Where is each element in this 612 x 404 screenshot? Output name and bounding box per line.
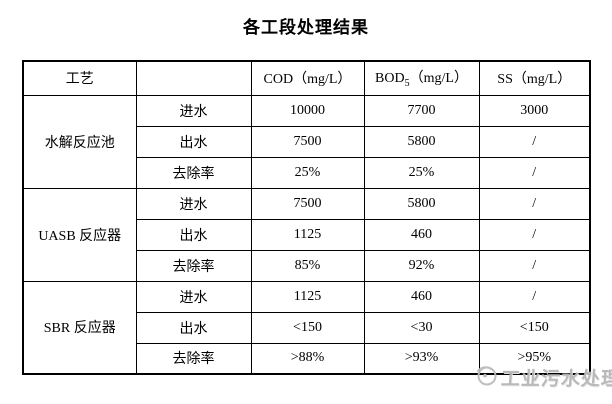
cell-cod: <150 bbox=[250, 311, 365, 344]
col-header-cod: COD（mg/L） bbox=[250, 60, 365, 96]
cell-ss: / bbox=[478, 125, 591, 158]
row-label: 出水 bbox=[135, 125, 252, 158]
row-label: 进水 bbox=[135, 280, 252, 313]
cell-ss: 3000 bbox=[478, 94, 591, 127]
col-header-ss: SS（mg/L） bbox=[478, 60, 591, 96]
bod-label-subscript: 5 bbox=[404, 78, 410, 90]
group-name-hydrolysis: 水解反应池 bbox=[22, 94, 137, 189]
cell-bod: 92% bbox=[363, 249, 480, 282]
cell-cod: 1125 bbox=[250, 280, 365, 313]
cell-cod: 25% bbox=[250, 156, 365, 189]
cell-bod: 7700 bbox=[363, 94, 480, 127]
cell-bod: 460 bbox=[363, 280, 480, 313]
cell-cod: >88% bbox=[250, 342, 365, 375]
bod-label-unit: （mg/L） bbox=[409, 71, 468, 87]
cell-cod: 7500 bbox=[250, 125, 365, 158]
table-row: 去除率 85% 92% / bbox=[23, 249, 591, 282]
cell-ss: / bbox=[478, 187, 591, 220]
cell-bod: 5800 bbox=[363, 125, 480, 158]
row-label: 进水 bbox=[135, 187, 252, 220]
group-name-sbr: SBR 反应器 bbox=[22, 280, 137, 375]
cell-cod: 1125 bbox=[250, 218, 365, 251]
cell-bod: 460 bbox=[363, 218, 480, 251]
table-row: 水解反应池 进水 10000 7700 3000 bbox=[22, 94, 591, 189]
group-name-uasb: UASB 反应器 bbox=[22, 187, 137, 282]
results-table: 工艺 COD（mg/L） BOD5（mg/L） SS（mg/L） 水解反应池 进… bbox=[22, 60, 591, 375]
cell-bod: 5800 bbox=[363, 187, 480, 220]
page-title: 各工段处理结果 bbox=[243, 18, 369, 37]
cell-ss: <150 bbox=[478, 311, 591, 344]
bod-label-base: BOD bbox=[375, 71, 405, 87]
table-row: 去除率 >88% >93% >95% bbox=[23, 342, 591, 375]
cell-ss: / bbox=[478, 280, 591, 313]
cell-cod: 85% bbox=[250, 249, 365, 282]
cell-ss: >95% bbox=[478, 342, 591, 375]
header-row: 工艺 COD（mg/L） BOD5（mg/L） SS（mg/L） bbox=[22, 60, 591, 96]
cell-cod: 10000 bbox=[250, 94, 365, 127]
table-row: UASB 反应器 进水 7500 5800 / bbox=[22, 187, 591, 282]
cell-cod: 7500 bbox=[250, 187, 365, 220]
table-row: 去除率 25% 25% / bbox=[23, 156, 591, 189]
row-label: 出水 bbox=[135, 218, 252, 251]
table-row: 出水 7500 5800 / bbox=[23, 125, 591, 158]
cell-ss: / bbox=[478, 156, 591, 189]
col-header-process: 工艺 bbox=[22, 60, 137, 96]
table-row: 出水 <150 <30 <150 bbox=[23, 311, 591, 344]
cell-bod: >93% bbox=[363, 342, 480, 375]
table-row: 出水 1125 460 / bbox=[23, 218, 591, 251]
row-label: 去除率 bbox=[135, 156, 252, 189]
cell-bod: 25% bbox=[363, 156, 480, 189]
row-label: 去除率 bbox=[135, 342, 252, 375]
col-header-bod: BOD5（mg/L） bbox=[363, 60, 480, 96]
row-label: 去除率 bbox=[135, 249, 252, 282]
row-label: 出水 bbox=[135, 311, 252, 344]
row-label: 进水 bbox=[135, 94, 252, 127]
table-row: SBR 反应器 进水 1125 460 / bbox=[22, 280, 591, 375]
cell-ss: / bbox=[478, 218, 591, 251]
cell-bod: <30 bbox=[363, 311, 480, 344]
col-header-blank bbox=[135, 60, 252, 96]
cell-ss: / bbox=[478, 249, 591, 282]
